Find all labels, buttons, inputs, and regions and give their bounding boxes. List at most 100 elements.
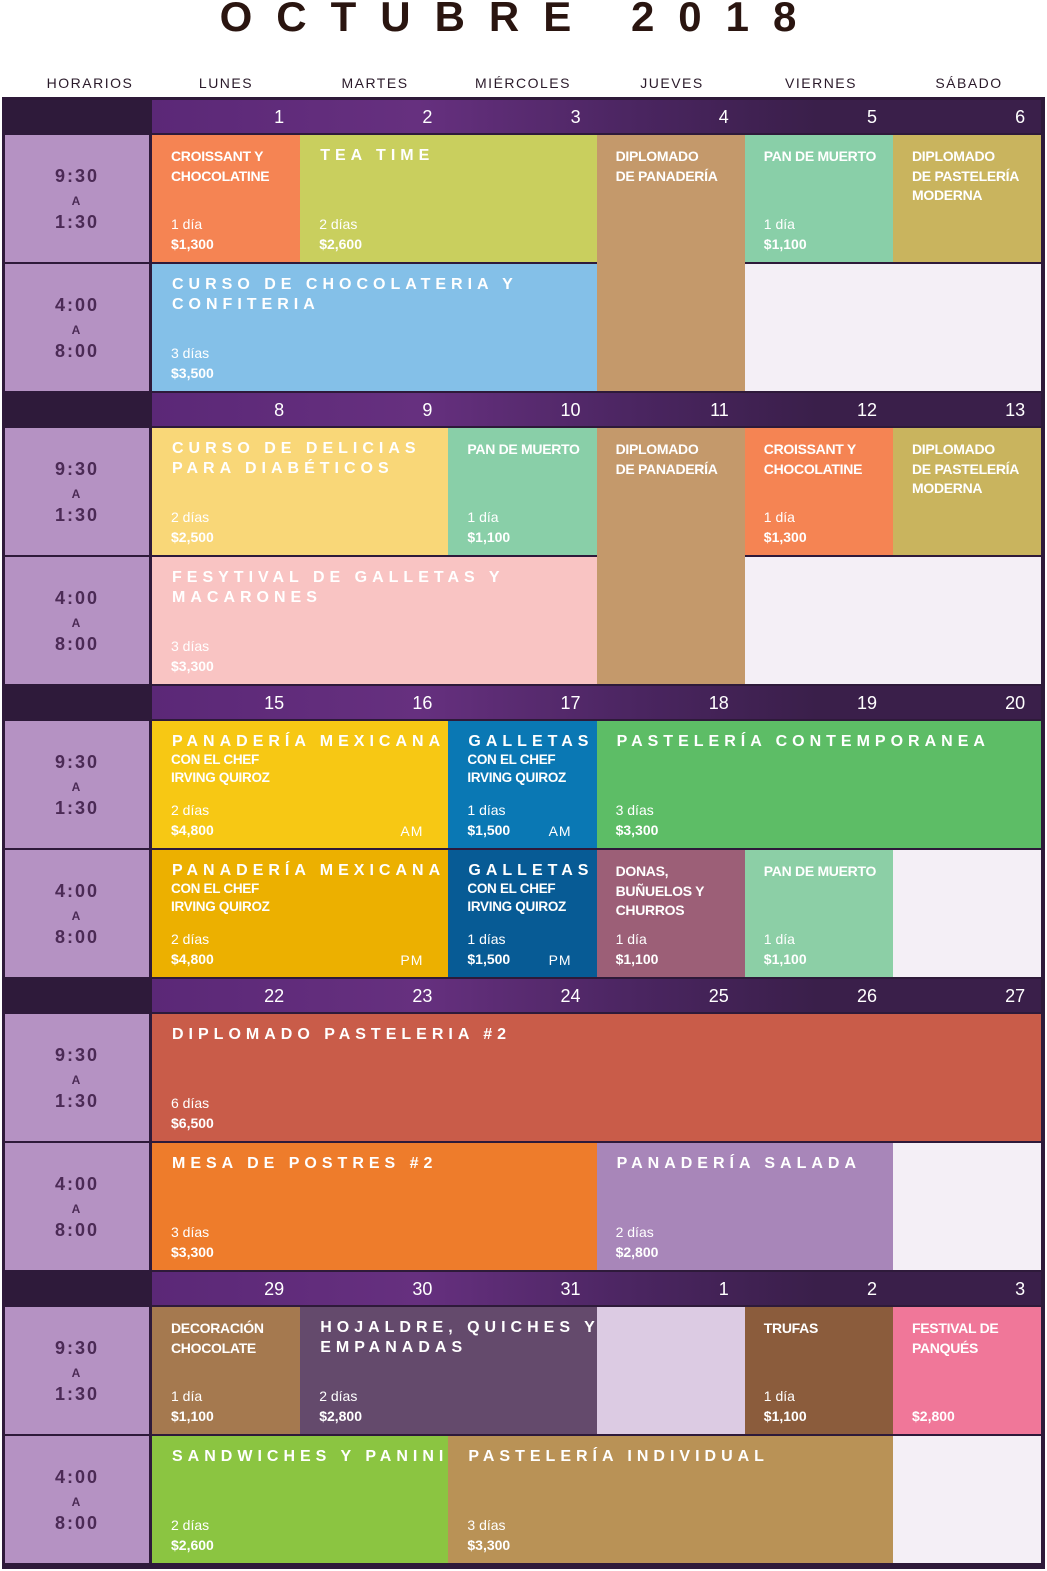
event-price: $1,500 xyxy=(467,951,511,967)
empty-cell xyxy=(744,557,893,684)
day-number: 6 xyxy=(1015,107,1026,127)
event-subtitle: IRVING QUIROZ xyxy=(171,899,270,914)
column-header: MARTES xyxy=(341,75,409,91)
column-header: JUEVES xyxy=(640,75,704,91)
event-block xyxy=(152,1307,301,1434)
event-title: DONAS, xyxy=(615,863,669,879)
event-title: MODERNA xyxy=(912,480,983,496)
event-title: CROISSANT Y xyxy=(171,148,264,164)
time-text: 4:00 xyxy=(54,1174,100,1194)
event-block xyxy=(152,721,449,848)
event-block xyxy=(744,1307,893,1434)
page-title: OCTUBRE 2018 xyxy=(219,0,821,40)
time-text: 4:00 xyxy=(54,588,100,608)
time-text: 8:00 xyxy=(54,927,100,947)
event-title: DE PASTELERÍA xyxy=(912,167,1020,184)
day-number: 24 xyxy=(560,986,581,1006)
event-title: GALLETAS xyxy=(468,862,594,879)
event-price: $4,800 xyxy=(171,951,214,967)
event-duration: 1 día xyxy=(763,509,795,525)
event-duration: 1 día xyxy=(171,1388,203,1404)
time-text: 4:00 xyxy=(54,881,100,901)
event-title: PAN DE MUERTO xyxy=(763,863,877,879)
event-price: $1,500 xyxy=(467,822,511,838)
event-block xyxy=(448,428,597,555)
time-text: A xyxy=(71,323,83,337)
day-number: 12 xyxy=(856,400,877,420)
day-number: 8 xyxy=(274,400,285,420)
day-number: 31 xyxy=(560,1279,581,1299)
event-price: $1,100 xyxy=(467,529,511,545)
event-title: CURSO DE DELICIAS xyxy=(172,440,421,457)
event-subtitle: CON EL CHEF xyxy=(467,881,556,896)
event-block xyxy=(152,1436,449,1563)
day-number: 22 xyxy=(264,986,285,1006)
day-number: 4 xyxy=(718,107,729,127)
time-text: 1:30 xyxy=(54,1384,100,1404)
event-title: CHURROS xyxy=(615,902,685,918)
time-cell xyxy=(5,557,149,684)
empty-cell xyxy=(893,264,1042,391)
event-subtitle: CON EL CHEF xyxy=(171,881,259,896)
event-price: $3,300 xyxy=(615,822,659,838)
event-block xyxy=(893,135,1042,262)
day-number: 3 xyxy=(570,107,581,127)
time-cell xyxy=(5,428,149,555)
time-text: 1:30 xyxy=(54,212,100,232)
event-block xyxy=(596,721,1042,848)
time-text: 1:30 xyxy=(54,1091,100,1111)
time-cell xyxy=(5,1436,149,1563)
day-number: 5 xyxy=(866,107,877,127)
day-number: 17 xyxy=(560,693,581,713)
event-title: SANDWICHES Y PANINI xyxy=(172,1448,449,1465)
empty-cell xyxy=(893,1436,1042,1563)
event-duration: 3 días xyxy=(171,345,210,361)
event-title: PARA DIABÉTICOS xyxy=(172,460,394,477)
time-cell xyxy=(5,135,149,262)
event-duration: 1 día xyxy=(171,216,203,232)
day-number-bar xyxy=(152,686,1042,719)
day-number-bar xyxy=(152,100,1042,133)
event-duration: 2 días xyxy=(615,1224,654,1240)
event-title: DIPLOMADO xyxy=(615,148,699,164)
event-duration: 2 días xyxy=(171,931,210,947)
event-price: $1,100 xyxy=(171,1408,214,1424)
event-subtitle: IRVING QUIROZ xyxy=(467,770,566,785)
time-text: 8:00 xyxy=(54,634,100,654)
event-block xyxy=(744,850,893,977)
event-duration: 3 días xyxy=(171,638,210,654)
time-text: A xyxy=(71,616,83,630)
column-header: LUNES xyxy=(198,75,254,91)
day-number: 25 xyxy=(708,986,729,1006)
event-block xyxy=(893,428,1042,555)
event-title: PAN DE MUERTO xyxy=(467,441,580,457)
event-title: DE PANADERÍA xyxy=(615,460,718,477)
event-duration: 2 días xyxy=(171,802,210,818)
event-duration: 1 días xyxy=(467,802,506,818)
event-price: $3,300 xyxy=(171,1244,214,1260)
event-duration: 1 día xyxy=(615,931,647,947)
event-title: EMPANADAS xyxy=(320,1339,468,1356)
event-title: TEA TIME xyxy=(320,147,435,164)
event-subtitle: CON EL CHEF xyxy=(171,752,259,767)
event-title: CONFITERIA xyxy=(172,296,320,313)
event-session: AM xyxy=(400,823,424,839)
event-block xyxy=(152,135,301,262)
day-number: 20 xyxy=(1005,693,1026,713)
event-duration: 3 días xyxy=(171,1224,210,1240)
event-duration: 3 días xyxy=(615,802,654,818)
event-duration: 1 días xyxy=(467,931,506,947)
event-block xyxy=(596,135,745,391)
event-duration: 3 días xyxy=(467,1517,506,1533)
empty-cell xyxy=(893,557,1042,684)
event-block xyxy=(596,428,745,684)
event-title: CROISSANT Y xyxy=(763,441,856,457)
event-block xyxy=(300,135,597,262)
event-session: PM xyxy=(548,952,572,968)
event-block xyxy=(596,850,745,977)
event-price: $2,500 xyxy=(171,529,214,545)
time-text: 9:30 xyxy=(54,752,100,772)
time-text: A xyxy=(71,780,83,794)
event-block xyxy=(152,1143,597,1270)
